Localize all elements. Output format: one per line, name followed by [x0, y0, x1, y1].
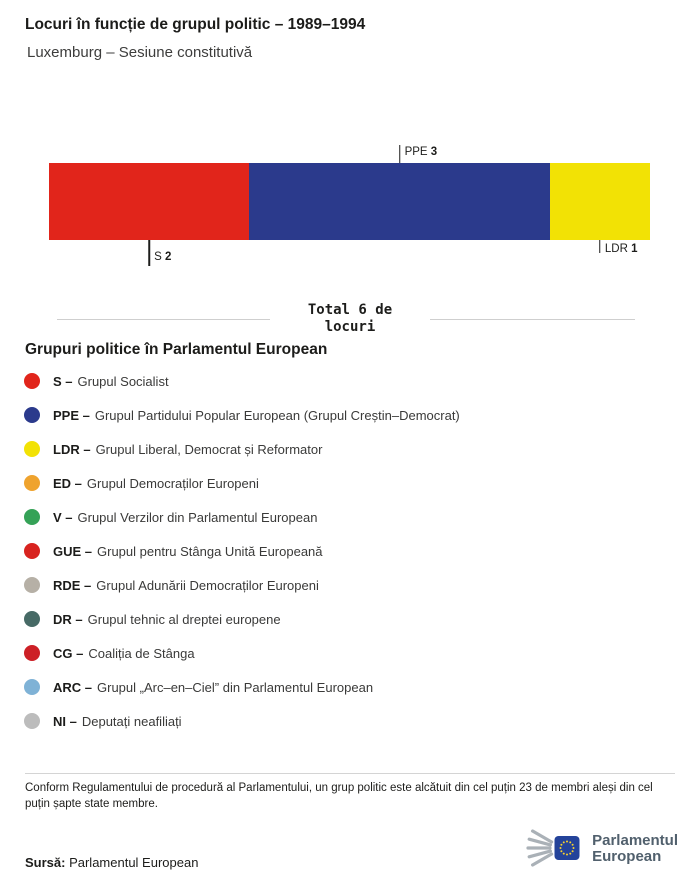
total-seats-line2: locuri [324, 319, 376, 335]
legend-abbr: CG – [53, 645, 84, 661]
page-subtitle: Luxemburg – Sesiune constitutivă [27, 44, 253, 61]
bar-segment-ppe [249, 163, 550, 240]
ep-logo-line2: European [592, 848, 662, 865]
legend-label: Deputați neafiliați [81, 713, 182, 729]
legend-item-ppe: PPE – Grupul Partidului Popular European… [24, 398, 460, 432]
legend-color-dot [24, 713, 40, 729]
ep-logo: Parlamentul European [510, 828, 678, 870]
total-seats-label: Total 6 de locuri [280, 302, 420, 336]
stacked-bar: S 2 PPE 3 LDR 1 [49, 145, 650, 266]
callout-tick-ppe [398, 145, 401, 163]
legend-heading: Grupuri politice în Parlamentul European [25, 341, 328, 358]
legend-color-dot [24, 543, 40, 559]
legend-abbr: NI – [53, 713, 77, 729]
legend-item-ed: ED – Grupul Democraților Europeni [24, 466, 460, 500]
legend-color-dot [24, 645, 40, 661]
legend-abbr: ED – [53, 475, 82, 491]
bar-segment-ldr [549, 163, 650, 240]
ep-logo-text: Parlamentul European [592, 833, 678, 865]
legend-color-dot [24, 407, 40, 423]
legend-color-dot [24, 611, 40, 627]
legend-abbr: GUE – [53, 543, 93, 559]
legend-label: Grupul tehnic al dreptei europene [87, 611, 281, 627]
callout-label-ppe: PPE 3 [404, 146, 438, 158]
legend-item-ni: NI – Deputați neafiliați [24, 704, 460, 738]
legend-item-s: S – Grupul Socialist [24, 364, 460, 398]
legend-label: Grupul Adunării Democraților Europeni [96, 577, 319, 593]
legend-item-arc: ARC – Grupul „Arc–en–Ciel” din Parlament… [24, 670, 460, 704]
legend-color-dot [24, 441, 40, 457]
callout-label-s: S 2 [154, 251, 172, 263]
legend-label: Grupul Liberal, Democrat și Reformator [95, 441, 323, 457]
page-title: Locuri în funcție de grupul politic – 19… [25, 16, 366, 33]
legend-label: Grupul Partidului Popular European (Grup… [94, 407, 460, 423]
source-label: Sursă: [25, 855, 66, 870]
legend-abbr: LDR – [53, 441, 91, 457]
ep-logo-line1: Parlamentul [592, 832, 678, 849]
legend-abbr: PPE – [53, 407, 90, 423]
callout-tick-ldr [599, 240, 601, 253]
legend-abbr: RDE – [53, 577, 92, 593]
legend-color-dot [24, 475, 40, 491]
legend-label: Grupul Socialist [77, 373, 169, 389]
legend-color-dot [24, 679, 40, 695]
footer-divider [25, 773, 675, 774]
legend-abbr: ARC – [53, 679, 93, 695]
legend-list: S – Grupul Socialist PPE – Grupul Partid… [24, 364, 460, 738]
legend-label: Grupul Verzilor din Parlamentul European [77, 509, 318, 525]
ep-hemicycle-flag-icon [526, 829, 580, 867]
legend-label: Grupul Democraților Europeni [86, 475, 259, 491]
footer-note: Conform Regulamentului de procedură al P… [25, 782, 653, 810]
legend-item-ldr: LDR – Grupul Liberal, Democrat și Reform… [24, 432, 460, 466]
legend-item-v: V – Grupul Verzilor din Parlamentul Euro… [24, 500, 460, 534]
legend-abbr: V – [53, 509, 73, 525]
legend-item-cg: CG – Coaliția de Stânga [24, 636, 460, 670]
callout-label-ldr: LDR 1 [604, 243, 638, 255]
legend-label: Grupul „Arc–en–Ciel” din Parlamentul Eur… [97, 679, 374, 695]
legend-item-dr: DR – Grupul tehnic al dreptei europene [24, 602, 460, 636]
legend-item-gue: GUE – Grupul pentru Stânga Unită Europea… [24, 534, 460, 568]
legend-abbr: DR – [53, 611, 83, 627]
legend-label: Grupul pentru Stânga Unită Europeană [97, 543, 323, 559]
source-value: Parlamentul European [65, 855, 199, 870]
total-divider-right [430, 319, 635, 320]
legend-color-dot [24, 509, 40, 525]
legend-color-dot [24, 373, 40, 389]
callout-tick-s [148, 240, 150, 266]
legend-label: Coaliția de Stânga [88, 645, 195, 661]
bar-segment-s [49, 163, 250, 240]
legend-abbr: S – [53, 373, 73, 389]
total-seats-line1: Total 6 de [307, 302, 393, 318]
legend-item-rde: RDE – Grupul Adunării Democraților Europ… [24, 568, 460, 602]
legend-color-dot [24, 577, 40, 593]
source-line: Sursă: Parlamentul European [25, 855, 198, 870]
total-divider-left [57, 319, 270, 320]
